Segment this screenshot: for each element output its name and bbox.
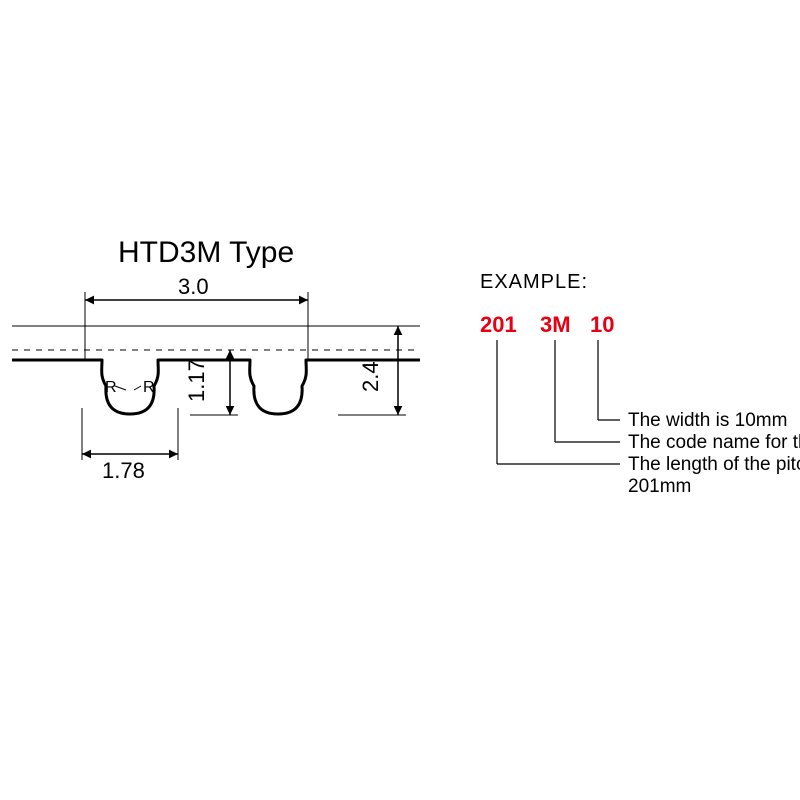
dim-117: 1.17 — [184, 359, 209, 402]
example-explain-1: The code name for the pitch — [628, 432, 800, 453]
example-code-part-1: 3M — [540, 312, 571, 337]
dim-178: 1.78 — [102, 458, 145, 483]
example-explain-2b: 201mm — [628, 476, 691, 497]
example-explain-2: The length of the pitch line is — [628, 454, 800, 475]
dim-pitch: 3.0 — [178, 274, 209, 299]
dim-24: 2.4 — [358, 361, 383, 392]
diagram-title: HTD3M Type — [118, 236, 294, 269]
example-code-part-2: 10 — [590, 312, 614, 337]
dim-R-right: R — [143, 379, 155, 396]
example-code-part-0: 201 — [480, 312, 517, 337]
example-explain-0: The width is 10mm — [628, 410, 787, 431]
example-heading: EXAMPLE: — [480, 271, 588, 293]
dim-R-left: R — [105, 379, 117, 396]
